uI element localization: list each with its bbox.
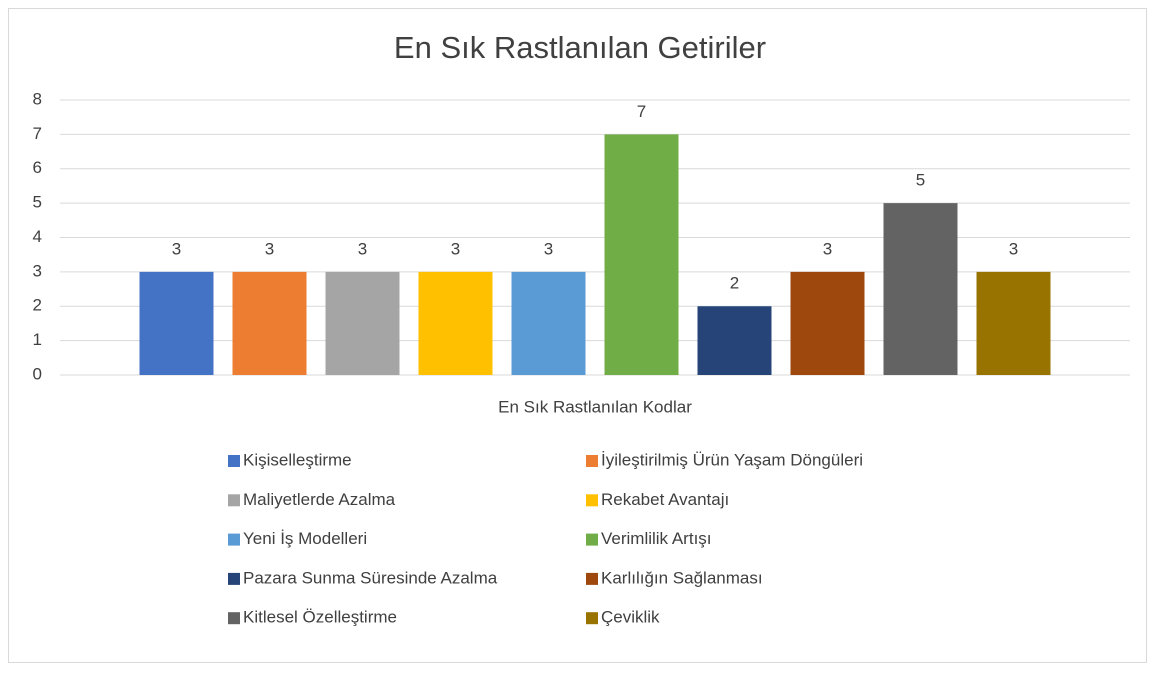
legend-label: Maliyetlerde Azalma: [243, 490, 396, 509]
legend-swatch: [586, 572, 598, 585]
bar: [511, 271, 586, 375]
legend-label: Rekabet Avantajı: [601, 490, 729, 509]
bar: [976, 271, 1051, 375]
legend-label: Yeni İş Modelleri: [243, 529, 367, 548]
bar: [139, 271, 214, 375]
legend-swatch: [228, 455, 240, 467]
legend-swatch: [586, 455, 598, 467]
bar: [790, 271, 865, 375]
legend-label: Verimlilik Artışı: [601, 529, 712, 548]
y-tick-label: 6: [33, 158, 42, 177]
y-tick-label: 0: [33, 364, 42, 383]
y-tick-label: 8: [33, 89, 42, 108]
legend-swatch: [228, 612, 240, 625]
bar: [232, 271, 307, 375]
legend-swatch: [586, 494, 598, 507]
legend-swatch: [228, 572, 240, 585]
data-label: 3: [544, 239, 553, 258]
data-label: 7: [637, 102, 646, 121]
legend-label: Kişiselleştirme: [243, 450, 352, 469]
y-tick-label: 2: [33, 296, 42, 315]
data-label: 3: [172, 239, 181, 258]
data-label: 3: [451, 239, 460, 258]
chart-title: En Sık Rastlanılan Getiriler: [394, 30, 766, 65]
bar: [883, 203, 958, 375]
legend-swatch: [228, 533, 240, 546]
legend-swatch: [586, 612, 598, 625]
legend-swatch: [586, 533, 598, 546]
y-tick-label: 1: [33, 330, 42, 349]
y-tick-label: 5: [33, 193, 42, 212]
y-tick-label: 4: [33, 227, 42, 246]
data-label: 3: [823, 239, 832, 258]
bar: [697, 306, 772, 375]
legend-label: Kitlesel Özelleştirme: [243, 608, 397, 627]
data-label: 5: [916, 171, 925, 190]
legend-label: Pazara Sunma Süresinde Azalma: [243, 568, 498, 587]
y-tick-label: 3: [33, 261, 42, 280]
data-label: 3: [358, 239, 367, 258]
bar: [325, 271, 400, 375]
legend-swatch: [228, 494, 240, 507]
legend-label: Karlılığın Sağlanması: [601, 568, 763, 587]
y-tick-label: 7: [33, 124, 42, 143]
x-tick-label: En Sık Rastlanılan Kodlar: [498, 397, 692, 416]
legend-label: Çeviklik: [601, 608, 660, 627]
legend-label: İyileştirilmiş Ürün Yaşam Döngüleri: [601, 450, 863, 469]
bar: [418, 271, 493, 375]
bar: [604, 134, 679, 375]
data-label: 2: [730, 274, 739, 293]
data-label: 3: [1009, 239, 1018, 258]
data-label: 3: [265, 239, 274, 258]
